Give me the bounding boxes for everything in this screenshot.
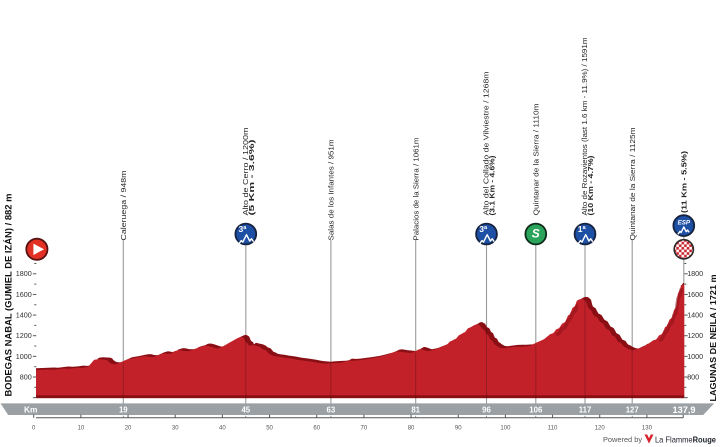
svg-text:Palacios de la Sierra / 1061m: Palacios de la Sierra / 1061m [411,138,420,241]
svg-text:1200: 1200 [16,331,32,340]
svg-text:(5 Km - 3.6%): (5 Km - 3.6%) [247,139,256,216]
svg-text:BODEGAS NABAL (GUMIEL DE IZÁN): BODEGAS NABAL (GUMIEL DE IZÁN) / 882 m [4,193,14,396]
svg-text:Caleruega / 948m: Caleruega / 948m [119,171,128,241]
svg-text:1ª: 1ª [578,224,587,234]
svg-text:1600: 1600 [16,290,32,299]
svg-text:137,9: 137,9 [673,405,696,415]
svg-text:Salas de los Infantes / 951m: Salas de los Infantes / 951m [327,140,336,241]
svg-text:30: 30 [172,426,179,432]
svg-text:20: 20 [125,426,132,432]
svg-text:1800: 1800 [16,269,32,278]
svg-text:50: 50 [266,426,273,432]
svg-text:800: 800 [687,372,699,381]
svg-text:1600: 1600 [687,290,703,299]
svg-text:(11 Km - 5.5%): (11 Km - 5.5%) [680,150,689,213]
svg-text:1000: 1000 [16,352,32,361]
svg-text:S: S [532,227,540,241]
svg-text:100: 100 [500,426,511,432]
svg-text:Alto de Cerro / 1200m: Alto de Cerro / 1200m [241,128,250,216]
svg-text:Powered by: Powered by [603,435,642,444]
svg-text:120: 120 [595,426,606,432]
svg-text:1200: 1200 [687,331,703,340]
svg-text:Alto del Collado de Vilviestre: Alto del Collado de Vilviestre / 1268m [482,72,491,216]
svg-text:800: 800 [20,372,32,381]
svg-text:0: 0 [32,426,36,432]
svg-text:45: 45 [241,405,250,414]
svg-text:110: 110 [548,426,558,432]
svg-text:96: 96 [482,405,491,414]
svg-text:(3.1 Km - 4.6%): (3.1 Km - 4.6%) [488,155,497,216]
svg-text:60: 60 [313,426,320,432]
svg-text:Km: Km [24,404,38,414]
svg-text:63: 63 [327,405,336,414]
svg-text:106: 106 [529,405,543,414]
svg-text:3ª: 3ª [239,224,248,234]
svg-text:117: 117 [579,405,592,414]
svg-text:19: 19 [119,405,128,414]
svg-text:1400: 1400 [16,310,32,319]
svg-text:10: 10 [78,426,85,432]
svg-text:80: 80 [408,426,415,432]
svg-text:1800: 1800 [687,269,703,278]
svg-text:Quintanar de la Sierra / 1110m: Quintanar de la Sierra / 1110m [532,103,541,215]
svg-text:1400: 1400 [687,310,703,319]
svg-text:LAGUNAS DE NEILA / 1721 m: LAGUNAS DE NEILA / 1721 m [708,274,718,401]
svg-text:La FlammeRouge: La FlammeRouge [655,434,716,444]
svg-text:130: 130 [642,426,653,432]
svg-text:Quintanar de la Sierra / 1125m: Quintanar de la Sierra / 1125m [628,128,637,241]
svg-text:81: 81 [411,405,420,414]
svg-text:1000: 1000 [687,352,703,361]
svg-text:Alto de Rozavientos (last 1.6: Alto de Rozavientos (last 1.6 km - 11.9%… [580,38,589,216]
svg-text:40: 40 [219,426,226,432]
svg-text:ESP: ESP [678,219,691,226]
svg-text:127: 127 [626,405,639,414]
svg-text:90: 90 [455,426,462,432]
svg-text:3ª: 3ª [479,224,488,234]
svg-text:70: 70 [361,426,368,432]
svg-text:(10 Km - 4.7%): (10 Km - 4.7%) [586,155,595,216]
